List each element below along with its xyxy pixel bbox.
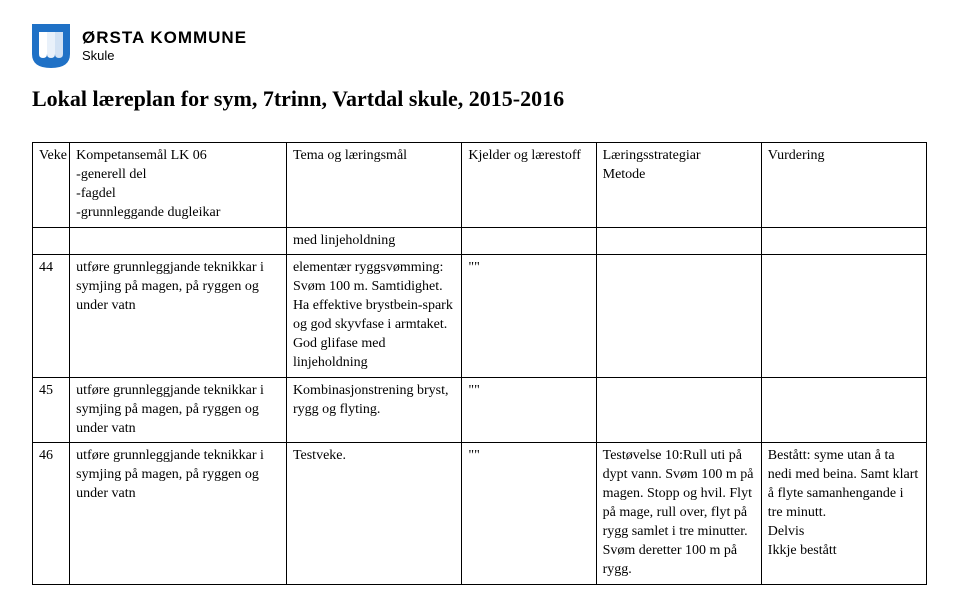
col-kjelder: Kjelder og lærestoff	[462, 143, 596, 228]
cell-strat	[596, 255, 761, 377]
col-tema: Tema og læringsmål	[286, 143, 461, 228]
cell-veke: 46	[33, 443, 70, 584]
org-subunit: Skule	[82, 49, 247, 63]
cell-veke: 45	[33, 377, 70, 443]
cell-tema: elementær ryggsvømming: Svøm 100 m. Samt…	[286, 255, 461, 377]
cell-kjelder: ""	[462, 443, 596, 584]
table-row: 44 utføre grunnleggjande teknikkar i sym…	[33, 255, 927, 377]
cell-kjelder: ""	[462, 255, 596, 377]
page-header: ØRSTA KOMMUNE Skule	[32, 24, 927, 68]
municipality-logo	[32, 24, 70, 68]
cell-komp: utføre grunnleggjande teknikkar i symjin…	[70, 255, 287, 377]
cell-komp: utføre grunnleggjande teknikkar i symjin…	[70, 377, 287, 443]
org-block: ØRSTA KOMMUNE Skule	[82, 29, 247, 64]
cell-kjelder: ""	[462, 377, 596, 443]
cell-veke	[33, 227, 70, 255]
cell-tema: Testveke.	[286, 443, 461, 584]
col-strat: Læringsstrategiar Metode	[596, 143, 761, 228]
cell-komp: utføre grunnleggjande teknikkar i symjin…	[70, 443, 287, 584]
table-row: 45 utføre grunnleggjande teknikkar i sym…	[33, 377, 927, 443]
cell-vurd	[761, 255, 926, 377]
cell-tema: Kombinasjonstrening bryst, rygg og flyti…	[286, 377, 461, 443]
cell-strat: Testøvelse 10:Rull uti på dypt vann. Svø…	[596, 443, 761, 584]
cell-vurd	[761, 377, 926, 443]
cell-vurd	[761, 227, 926, 255]
cell-tema: med linjeholdning	[286, 227, 461, 255]
cell-komp	[70, 227, 287, 255]
col-veke: Veke	[33, 143, 70, 228]
cell-vurd: Bestått: syme utan å ta nedi med beina. …	[761, 443, 926, 584]
table-header-row: Veke Kompetansemål LK 06 -generell del -…	[33, 143, 927, 228]
table-row: med linjeholdning	[33, 227, 927, 255]
col-komp: Kompetansemål LK 06 -generell del -fagde…	[70, 143, 287, 228]
table-body: med linjeholdning 44 utføre grunnleggjan…	[33, 227, 927, 584]
cell-strat	[596, 227, 761, 255]
cell-strat	[596, 377, 761, 443]
table-row: 46 utføre grunnleggjande teknikkar i sym…	[33, 443, 927, 584]
col-vurd: Vurdering	[761, 143, 926, 228]
cell-kjelder	[462, 227, 596, 255]
document-title: Lokal læreplan for sym, 7trinn, Vartdal …	[32, 86, 927, 112]
curriculum-table: Veke Kompetansemål LK 06 -generell del -…	[32, 142, 927, 585]
org-name: ØRSTA KOMMUNE	[82, 29, 247, 48]
cell-veke: 44	[33, 255, 70, 377]
